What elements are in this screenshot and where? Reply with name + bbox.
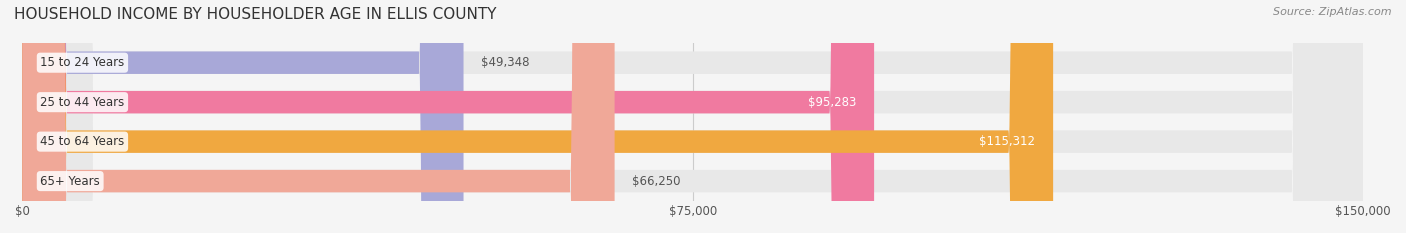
FancyBboxPatch shape (22, 0, 1364, 233)
FancyBboxPatch shape (22, 0, 875, 233)
FancyBboxPatch shape (22, 0, 1364, 233)
Text: $95,283: $95,283 (808, 96, 856, 109)
Text: 45 to 64 Years: 45 to 64 Years (41, 135, 125, 148)
Text: $49,348: $49,348 (481, 56, 530, 69)
Text: $66,250: $66,250 (633, 175, 681, 188)
FancyBboxPatch shape (22, 0, 1053, 233)
FancyBboxPatch shape (22, 0, 614, 233)
Text: 25 to 44 Years: 25 to 44 Years (41, 96, 125, 109)
Text: 65+ Years: 65+ Years (41, 175, 100, 188)
FancyBboxPatch shape (22, 0, 1364, 233)
Text: 15 to 24 Years: 15 to 24 Years (41, 56, 125, 69)
Text: Source: ZipAtlas.com: Source: ZipAtlas.com (1274, 7, 1392, 17)
Text: HOUSEHOLD INCOME BY HOUSEHOLDER AGE IN ELLIS COUNTY: HOUSEHOLD INCOME BY HOUSEHOLDER AGE IN E… (14, 7, 496, 22)
FancyBboxPatch shape (22, 0, 464, 233)
Text: $115,312: $115,312 (979, 135, 1035, 148)
FancyBboxPatch shape (22, 0, 1364, 233)
